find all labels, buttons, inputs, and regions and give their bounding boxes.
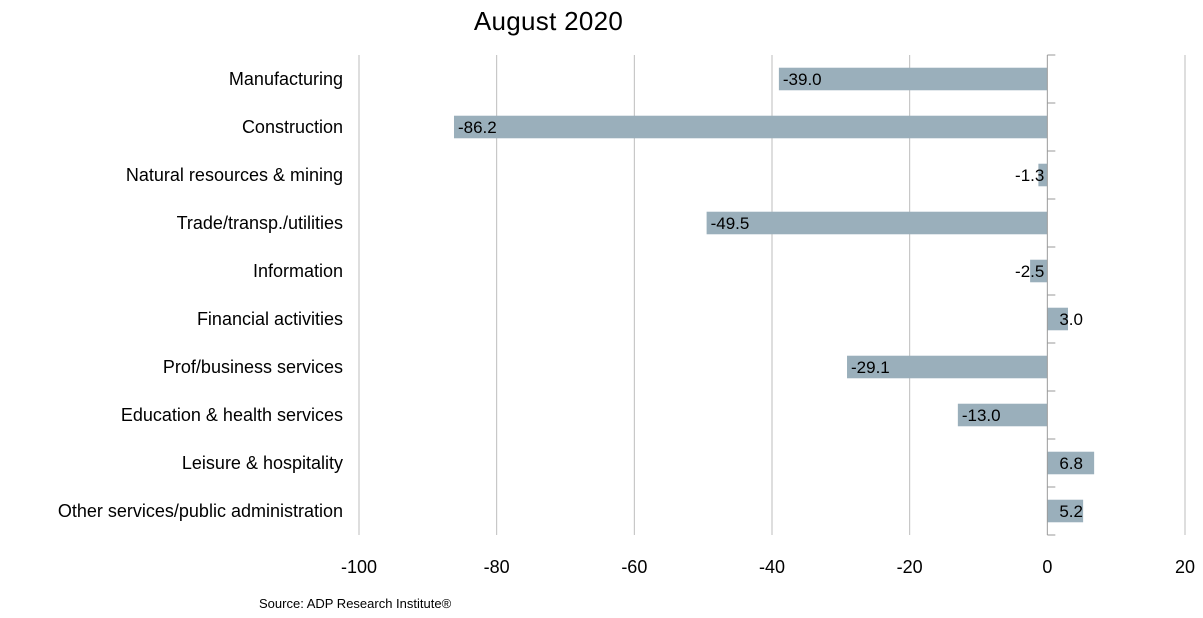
category-label: Financial activities <box>197 309 343 329</box>
category-label: Trade/transp./utilities <box>177 213 343 233</box>
bar <box>1030 259 1048 283</box>
data-label: -29.1 <box>851 358 890 377</box>
bar <box>1047 499 1084 523</box>
data-label: -2.5 <box>1015 262 1044 281</box>
axes <box>1046 54 1056 536</box>
data-label: -49.5 <box>711 214 750 233</box>
x-tick-label: -20 <box>897 557 923 577</box>
bar <box>1047 307 1068 331</box>
bar <box>1047 451 1095 475</box>
category-label: Prof/business services <box>163 357 343 377</box>
source-note: Source: ADP Research Institute® <box>259 596 452 611</box>
category-label: Natural resources & mining <box>126 165 343 185</box>
data-label: 3.0 <box>1059 310 1083 329</box>
bar <box>706 211 1048 235</box>
data-label: -1.3 <box>1015 166 1044 185</box>
bars <box>453 67 1095 523</box>
x-tick-label: -60 <box>621 557 647 577</box>
category-label: Education & health services <box>121 405 343 425</box>
x-tick-label: 0 <box>1042 557 1052 577</box>
data-label: 6.8 <box>1059 454 1083 473</box>
bar <box>778 67 1048 91</box>
bar <box>957 403 1048 427</box>
x-tick-label: 20 <box>1175 557 1195 577</box>
chart-title: August 2020 <box>473 6 624 36</box>
labels: -100 -80 -60 -40 -20 0 20 -39.0 Manufacturing -86… <box>58 69 1195 577</box>
bar <box>1038 163 1048 187</box>
category-label: Other services/public administration <box>58 501 343 521</box>
category-label: Manufacturing <box>229 69 343 89</box>
x-tick-label: -80 <box>484 557 510 577</box>
data-label: -13.0 <box>962 406 1001 425</box>
category-label: Construction <box>242 117 343 137</box>
category-label: Information <box>253 261 343 281</box>
x-tick-label: -40 <box>759 557 785 577</box>
data-label: -39.0 <box>783 70 822 89</box>
x-tick-label: -100 <box>341 557 377 577</box>
bar <box>453 115 1048 139</box>
data-label: -86.2 <box>458 118 497 137</box>
bar <box>847 355 1048 379</box>
data-label: 5.2 <box>1059 502 1083 521</box>
category-label: Leisure & hospitality <box>182 453 343 473</box>
